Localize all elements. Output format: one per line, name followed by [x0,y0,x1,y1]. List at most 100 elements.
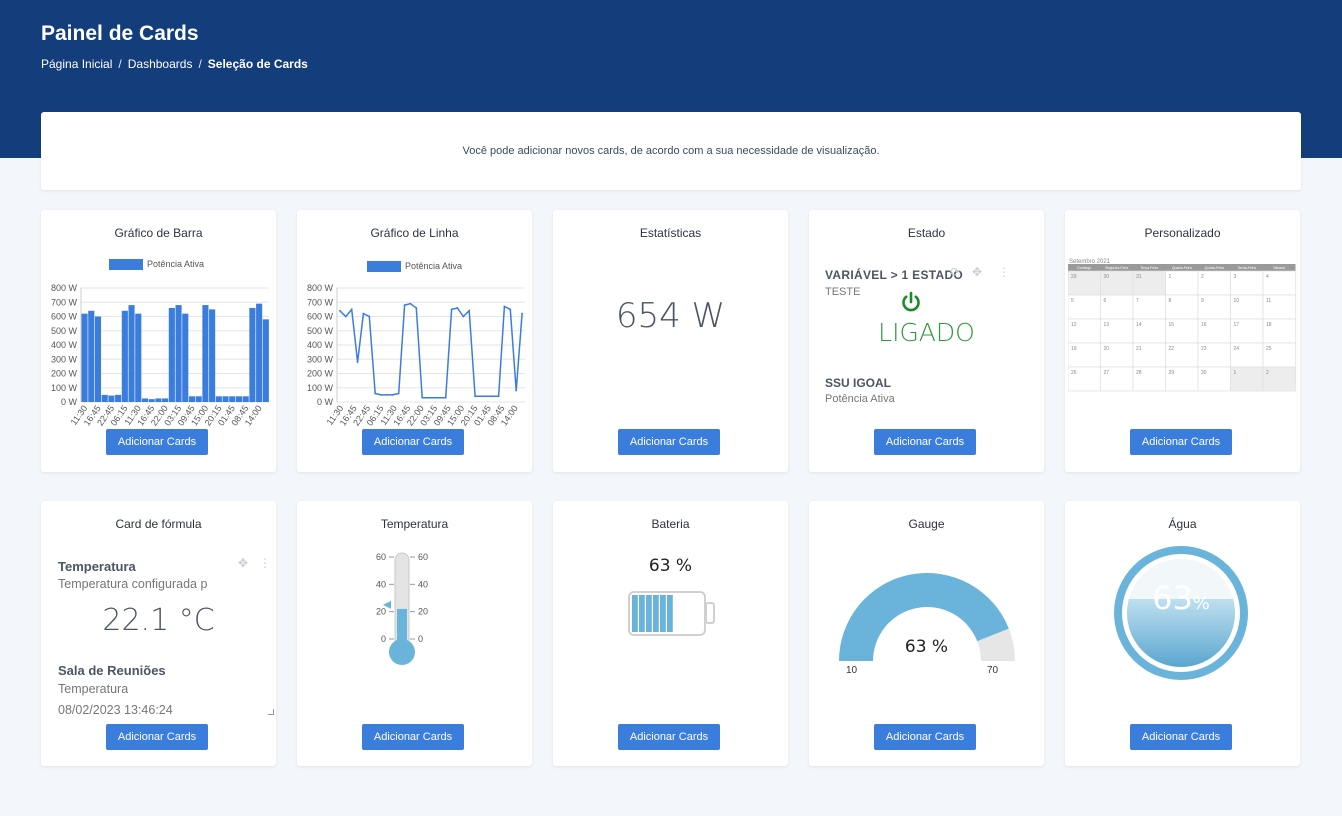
refresh-icon[interactable]: ⟳ [950,265,961,279]
bar [88,310,95,402]
bar [222,396,229,402]
info-text: Você pode adicionar novos cards, de acor… [462,145,880,157]
level-pointer [383,600,391,609]
bar [182,313,189,402]
calendar-day: 4 [1266,274,1269,280]
y-tick-label: 100 W [307,383,334,393]
card-title: Gráfico de Linha [370,226,459,240]
calendar-day: 27 [1104,370,1110,376]
y-tick-label: 400 W [307,340,334,350]
add-cards-button[interactable]: Adicionar Cards [1130,429,1232,455]
calendar-day-cell [1230,366,1264,392]
calendar-day: 11 [1266,298,1271,304]
move-icon[interactable]: ✥ [238,556,249,570]
y-tick-label: 300 W [51,354,78,364]
card-title: Temperatura [380,517,449,531]
thermometer: 60 60 40 40 20 20 0 0 [376,552,428,665]
data-point [515,389,518,392]
data-point [403,304,406,306]
calendar-day: 20 [1104,346,1110,352]
y-tick-label: 100 W [51,383,78,393]
calendar-day: 21 [1136,346,1142,352]
more-vertical-icon[interactable]: ⋮ [259,556,271,570]
add-cards-button[interactable]: Adicionar Cards [106,724,208,750]
series-line [339,302,523,399]
data-point [409,302,412,305]
formula-heading: Temperatura [58,559,136,574]
move-icon[interactable]: ✥ [972,265,983,279]
calendar-day: 24 [1234,346,1240,352]
formula-room-subtitle: Temperatura [58,682,129,696]
add-cards-button[interactable]: Adicionar Cards [874,429,976,455]
data-point [491,395,494,398]
bar [135,313,142,402]
tick-label: 20 [418,607,428,617]
state-card: Estado VARIÁVEL > 1 ESTADO ⟳ ✥ ⋮ TESTE L… [809,210,1044,472]
add-cards-button[interactable]: Adicionar Cards [1130,724,1232,750]
info-box: Você pode adicionar novos cards, de acor… [41,112,1301,190]
calendar-weekday: Domingo [1077,266,1091,270]
breadcrumb-dashboards[interactable]: Dashboards [127,57,193,71]
add-cards-button[interactable]: Adicionar Cards [362,724,464,750]
y-tick-label: 0 W [317,397,334,407]
bar [249,307,256,402]
bar [108,395,115,402]
legend-label: Potência Ativa [405,261,463,271]
water-value-number: 63 [1152,579,1193,617]
breadcrumb-separator: / [118,57,122,71]
calendar-day: 23 [1201,346,1207,352]
calendar-day-cell [1100,366,1134,392]
calendar-day: 8 [1169,298,1172,304]
water-value-unit: % [1193,593,1210,614]
y-tick-label: 700 W [307,297,334,307]
calendar-day-cell [1165,366,1199,392]
bar [229,396,236,402]
state-subtitle: TESTE [825,286,861,298]
calendar-day-cell [1262,366,1296,392]
battery-card: Bateria 63 % Adicionar Cards [553,501,788,766]
add-cards-button[interactable]: Adicionar Cards [362,429,464,455]
calendar-day: 18 [1266,322,1272,328]
breadcrumb: Página Inicial / Dashboards / Seleção de… [41,57,308,71]
calendar-day: 12 [1071,322,1077,328]
card-title: Card de fórmula [115,517,202,531]
water-ring [1114,546,1248,680]
battery-segment [646,595,652,632]
y-tick-label: 200 W [51,369,78,379]
y-tick-label: 800 W [51,283,78,293]
more-vertical-icon[interactable]: ⋮ [998,265,1010,279]
y-tick-label: 700 W [51,297,78,307]
formula-subtitle: Temperatura configurada p [58,577,208,591]
calendar-day: 6 [1104,298,1107,304]
bar [162,398,169,402]
add-cards-button[interactable]: Adicionar Cards [618,429,720,455]
bar [101,394,108,402]
statistics-card: Estatísticas 654 W Adicionar Cards [553,210,788,472]
calendar-day-cell [1068,270,1101,296]
breadcrumb-home[interactable]: Página Inicial [41,57,113,71]
calendar-day: 7 [1136,298,1139,304]
temperature-card: Temperatura 60 60 40 40 20 20 0 0 Adicionar Car… [297,501,532,766]
resize-handle[interactable] [268,709,274,715]
calendar-day: 22 [1169,346,1175,352]
calendar-weekday: Segunda-Feira [1105,266,1128,270]
gauge-chart [839,573,1015,661]
formula-room: Sala de Reuniões [58,663,166,678]
calendar-day: 31 [1136,274,1142,280]
add-cards-button[interactable]: Adicionar Cards [106,429,208,455]
calendar-day: 1 [1169,274,1172,280]
battery-segment [667,595,673,632]
calendar-day: 19 [1071,346,1077,352]
add-cards-button[interactable]: Adicionar Cards [618,724,720,750]
battery-terminal [705,602,715,624]
bar [121,310,128,402]
calendar-day: 10 [1234,298,1240,304]
bar [215,396,222,402]
water-value: 63% [1152,579,1210,617]
add-cards-button[interactable]: Adicionar Cards [874,724,976,750]
state-device: SSU IGOAL [825,376,892,390]
bar [235,396,243,402]
bar [81,313,88,402]
calendar-day: 30 [1201,370,1207,376]
battery-segment [639,595,645,632]
